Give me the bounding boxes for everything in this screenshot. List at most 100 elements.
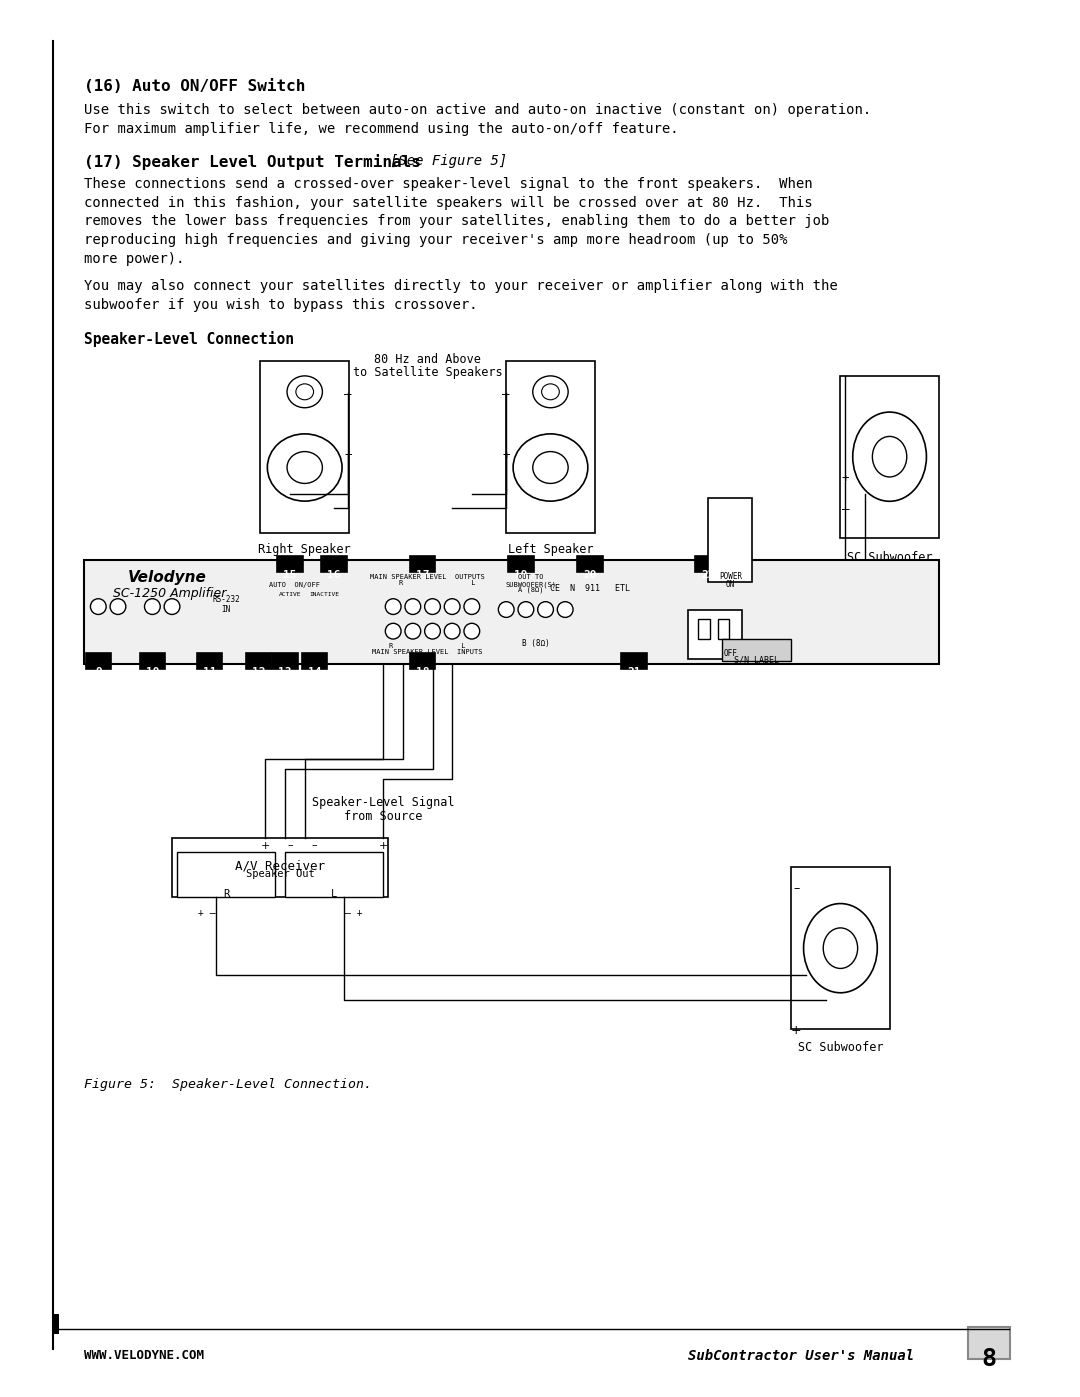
Text: –: – — [345, 388, 352, 401]
Text: 17: 17 — [416, 570, 430, 580]
Text: OUT TO
SUBWOOFER(S): OUT TO SUBWOOFER(S) — [505, 574, 556, 588]
Circle shape — [538, 602, 553, 617]
Text: (17) Speaker Level Output Terminals: (17) Speaker Level Output Terminals — [83, 155, 420, 170]
Circle shape — [464, 623, 480, 638]
Text: connected in this fashion, your satellite speakers will be crossed over at 80 Hz: connected in this fashion, your satellit… — [83, 196, 812, 210]
Ellipse shape — [804, 904, 877, 993]
Text: 16: 16 — [327, 570, 341, 580]
Text: SC Subwoofer: SC Subwoofer — [798, 1041, 883, 1055]
Text: –: – — [793, 882, 799, 895]
Text: RS-232
IN: RS-232 IN — [212, 595, 240, 615]
Text: 12: 12 — [252, 666, 266, 676]
Ellipse shape — [296, 384, 313, 400]
Bar — [509, 556, 534, 573]
Text: +: + — [502, 450, 510, 462]
Text: AUTO  ON/OFF: AUTO ON/OFF — [269, 583, 321, 588]
Text: INACTIVE: INACTIVE — [309, 592, 339, 597]
Bar — [139, 652, 165, 669]
Bar — [53, 1315, 59, 1334]
Text: 80 Hz and Above: 80 Hz and Above — [374, 353, 481, 366]
Bar — [278, 556, 302, 573]
Text: Speaker-Level Connection: Speaker-Level Connection — [83, 331, 294, 348]
Text: 8: 8 — [982, 1347, 997, 1370]
Text: Right Speaker: Right Speaker — [258, 542, 351, 556]
Ellipse shape — [268, 434, 342, 502]
Text: + –: + – — [198, 908, 215, 918]
Circle shape — [405, 623, 421, 638]
Ellipse shape — [513, 434, 588, 502]
Text: Velodyne: Velodyne — [127, 570, 206, 585]
Bar — [272, 652, 298, 669]
Bar — [507, 360, 595, 532]
Text: 21: 21 — [627, 666, 640, 676]
Circle shape — [405, 599, 421, 615]
Text: –: – — [312, 841, 318, 851]
Text: R                L: R L — [389, 643, 465, 650]
Bar — [792, 868, 890, 1030]
Text: These connections send a crossed-over speaker-level signal to the front speakers: These connections send a crossed-over sp… — [83, 177, 812, 191]
Bar — [85, 652, 111, 669]
Ellipse shape — [823, 928, 858, 968]
Text: MAIN SPEAKER LEVEL  INPUTS: MAIN SPEAKER LEVEL INPUTS — [373, 648, 483, 655]
Bar — [688, 609, 742, 659]
Text: POWER: POWER — [719, 573, 742, 581]
Bar — [285, 852, 383, 897]
Text: CE  N  911   ETL: CE N 911 ETL — [550, 584, 630, 592]
Text: 22: 22 — [701, 570, 715, 580]
Circle shape — [464, 599, 480, 615]
Text: –: – — [841, 503, 849, 517]
Text: You may also connect your satellites directly to your receiver or amplifier alon: You may also connect your satellites dir… — [83, 279, 837, 293]
Bar — [301, 652, 327, 669]
Circle shape — [386, 623, 401, 638]
Bar — [840, 376, 939, 538]
Bar — [322, 556, 347, 573]
Text: from Source: from Source — [345, 810, 422, 823]
Text: SC-1250 Amplifier: SC-1250 Amplifier — [113, 587, 227, 599]
Ellipse shape — [532, 376, 568, 408]
Text: 10: 10 — [146, 666, 159, 676]
Text: –: – — [502, 388, 510, 401]
Bar — [968, 1327, 1010, 1358]
Circle shape — [424, 599, 441, 615]
Circle shape — [444, 599, 460, 615]
Ellipse shape — [873, 436, 907, 476]
Bar — [723, 638, 792, 661]
Bar — [694, 556, 720, 573]
Circle shape — [518, 602, 534, 617]
Text: +: + — [791, 1024, 801, 1038]
Text: reproducing high frequencies and giving your receiver's amp more headroom (up to: reproducing high frequencies and giving … — [83, 233, 787, 247]
Text: A (8Ω): A (8Ω) — [518, 587, 543, 594]
Text: L: L — [332, 888, 337, 898]
Text: – +: – + — [345, 908, 363, 918]
Text: 18: 18 — [416, 666, 430, 676]
Circle shape — [91, 599, 106, 615]
Bar — [83, 560, 939, 664]
Text: Figure 5:  Speaker-Level Connection.: Figure 5: Speaker-Level Connection. — [83, 1078, 372, 1091]
Text: ACTIVE: ACTIVE — [279, 592, 301, 597]
Text: Use this switch to select between auto-on active and auto-on inactive (constant : Use this switch to select between auto-o… — [83, 103, 870, 117]
Text: [See Figure 5]: [See Figure 5] — [390, 155, 508, 169]
Ellipse shape — [287, 451, 323, 483]
Text: SubContractor User's Manual: SubContractor User's Manual — [688, 1348, 914, 1362]
Text: subwoofer if you wish to bypass this crossover.: subwoofer if you wish to bypass this cro… — [83, 298, 477, 312]
Text: 9: 9 — [95, 666, 102, 676]
Text: 15: 15 — [283, 570, 297, 580]
Bar — [410, 556, 435, 573]
Ellipse shape — [287, 376, 323, 408]
Bar — [177, 852, 275, 897]
Text: Speaker Out: Speaker Out — [246, 869, 314, 879]
Bar — [698, 619, 710, 638]
Text: Speaker-Level Signal: Speaker-Level Signal — [312, 796, 455, 809]
Text: (16) Auto ON/OFF Switch: (16) Auto ON/OFF Switch — [83, 78, 305, 94]
Text: Left Speaker: Left Speaker — [508, 542, 593, 556]
Text: S/N LABEL: S/N LABEL — [734, 655, 780, 665]
Bar — [707, 499, 752, 583]
Ellipse shape — [532, 451, 568, 483]
Circle shape — [164, 599, 180, 615]
Text: removes the lower bass frequencies from your satellites, enabling them to do a b: removes the lower bass frequencies from … — [83, 214, 829, 228]
Circle shape — [110, 599, 125, 615]
Circle shape — [444, 623, 460, 638]
Text: MAIN SPEAKER LEVEL  OUTPUTS: MAIN SPEAKER LEVEL OUTPUTS — [370, 574, 485, 580]
Bar — [246, 652, 271, 669]
Text: OFF: OFF — [724, 648, 738, 658]
